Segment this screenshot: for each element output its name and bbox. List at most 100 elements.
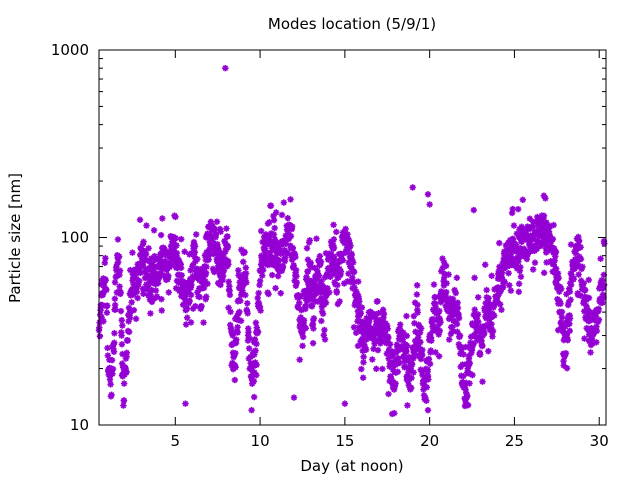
data-point — [550, 221, 557, 229]
data-point — [271, 224, 278, 232]
data-point — [424, 406, 432, 414]
data-point — [480, 330, 488, 337]
data-point — [253, 361, 260, 369]
data-point — [570, 276, 577, 283]
data-point — [244, 310, 251, 317]
data-point — [255, 289, 262, 297]
data-point — [287, 196, 294, 203]
data-point — [601, 240, 608, 247]
data-point — [118, 341, 126, 348]
data-point — [253, 371, 260, 379]
data-point — [178, 272, 185, 279]
data-point — [424, 191, 432, 198]
data-point — [194, 255, 201, 263]
data-point — [177, 264, 185, 272]
data-point — [120, 380, 128, 387]
data-point — [251, 351, 258, 358]
data-point — [250, 378, 258, 385]
data-point — [587, 349, 594, 356]
data-point — [184, 314, 191, 321]
data-point — [193, 231, 200, 238]
data-point — [224, 233, 231, 240]
data-point — [471, 274, 478, 281]
data-point — [423, 397, 430, 404]
data-point — [515, 280, 523, 287]
data-point — [187, 319, 195, 326]
data-point — [212, 231, 220, 238]
data-point — [150, 227, 158, 234]
data-point — [306, 237, 313, 244]
data-point — [549, 235, 557, 243]
data-point — [120, 397, 128, 404]
data-point — [123, 349, 130, 356]
data-point — [474, 311, 482, 318]
data-point — [425, 376, 432, 383]
data-point — [196, 293, 203, 301]
data-point — [331, 255, 338, 263]
data-point — [103, 286, 110, 294]
data-point — [130, 306, 138, 314]
data-point — [293, 279, 300, 286]
data-point — [563, 365, 571, 372]
data-point — [252, 319, 260, 326]
data-point — [464, 392, 471, 399]
data-point — [188, 281, 195, 289]
y-axis-label: Particle size [nm] — [6, 173, 24, 303]
data-point — [241, 249, 248, 256]
data-point — [217, 281, 224, 289]
data-point — [226, 291, 234, 299]
data-point — [128, 299, 135, 306]
data-point — [252, 347, 259, 354]
data-point — [240, 258, 247, 265]
data-point — [132, 315, 140, 322]
data-point — [542, 195, 549, 202]
data-point — [403, 342, 411, 349]
data-point — [198, 303, 205, 310]
data-point — [107, 381, 114, 388]
data-point — [217, 228, 224, 235]
data-point — [243, 279, 250, 286]
data-point — [205, 256, 212, 263]
data-point — [558, 285, 565, 293]
data-point — [103, 309, 111, 316]
data-point — [302, 324, 309, 332]
data-point — [158, 295, 165, 303]
data-point — [115, 253, 123, 260]
data-point — [360, 359, 367, 366]
data-point — [133, 288, 141, 296]
data-point — [373, 365, 380, 373]
data-point — [599, 299, 606, 306]
data-point — [430, 281, 438, 288]
data-point — [140, 238, 147, 246]
data-point — [202, 269, 210, 276]
data-point — [129, 249, 136, 256]
data-point — [134, 294, 141, 302]
data-point — [96, 333, 104, 340]
data-point — [211, 225, 218, 233]
data-point — [259, 272, 266, 279]
data-point — [142, 250, 150, 258]
data-point — [419, 346, 426, 354]
data-point — [100, 318, 107, 325]
data-point — [231, 376, 239, 384]
data-point — [173, 242, 180, 249]
data-point — [191, 243, 199, 250]
data-point — [181, 248, 188, 255]
data-point — [137, 269, 144, 277]
data-point — [597, 255, 604, 262]
data-point — [414, 301, 421, 309]
data-point — [290, 262, 297, 269]
data-point — [403, 312, 410, 320]
data-point — [118, 316, 125, 324]
data-point — [296, 299, 303, 307]
data-point — [253, 340, 260, 348]
data-points — [95, 64, 608, 418]
data-point — [159, 215, 166, 222]
data-point — [116, 267, 124, 274]
data-point — [126, 314, 134, 321]
data-point — [147, 310, 154, 317]
data-point — [483, 286, 490, 294]
data-point — [165, 272, 172, 279]
data-point — [236, 308, 243, 316]
